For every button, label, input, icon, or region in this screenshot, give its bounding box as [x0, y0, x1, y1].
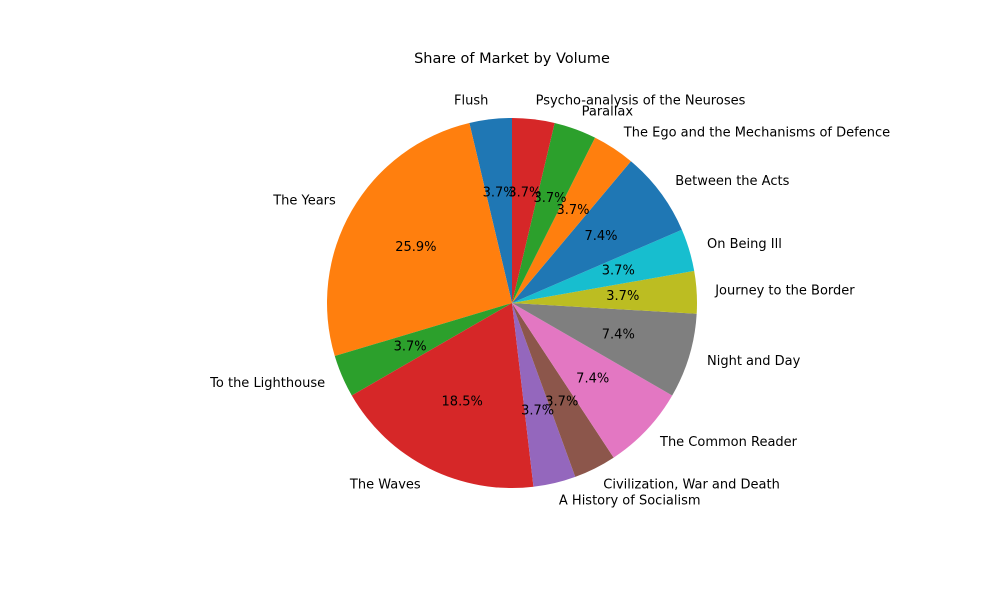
slice-percent-label: 3.7%	[533, 191, 566, 206]
slice-label: Psycho-analysis of the Neuroses	[536, 93, 746, 108]
slice-label: A History of Socialism	[559, 494, 701, 509]
slice-label: Civilization, War and Death	[603, 477, 780, 492]
slice-label: Night and Day	[707, 354, 801, 369]
slice-percent-label: 3.7%	[521, 404, 554, 419]
pie-slice-flush	[469, 118, 512, 303]
pie-slice-night-and-day	[512, 303, 697, 396]
slice-label: Between the Acts	[675, 174, 789, 189]
slice-percent-label: 3.7%	[606, 289, 639, 304]
pie-slice-the-ego-and-the-mechanisms-of-defence	[512, 137, 631, 303]
pie-slice-journey-to-the-border	[512, 270, 698, 314]
pie-slice-to-the-lighthouse	[334, 303, 512, 396]
slice-label: Parallax	[582, 104, 634, 119]
slice-label: The Common Reader	[659, 435, 798, 450]
slice-label: To the Lighthouse	[209, 376, 325, 391]
slice-percent-label: 7.4%	[576, 372, 609, 387]
slice-percent-label: 3.7%	[602, 264, 635, 279]
pie-slice-parallax	[512, 122, 596, 304]
slice-percent-label: 3.7%	[483, 185, 516, 200]
slice-label: Journey to the Border	[714, 284, 855, 299]
slice-percent-label: 25.9%	[395, 240, 436, 255]
slice-label: The Years	[272, 194, 336, 209]
pie-slice-the-years	[326, 122, 512, 357]
pie-labels: Flush 3.7% The Years 25.9% To the Lighthouse…	[209, 93, 890, 508]
slice-label: On Being Ill	[707, 237, 782, 252]
slice-percent-label: 7.4%	[584, 229, 617, 244]
slice-percent-label: 18.5%	[442, 395, 483, 410]
slice-percent-label: 3.7%	[556, 203, 589, 218]
pie-slice-on-being-ill	[512, 229, 695, 303]
slice-label: The Ego and the Mechanisms of Defence	[623, 126, 890, 141]
pie-slices	[326, 118, 698, 489]
pie-slice-a-history-of-socialism	[512, 303, 576, 487]
slice-percent-label: 3.7%	[394, 340, 427, 355]
slice-percent-label: 3.7%	[545, 395, 578, 410]
pie-slice-the-waves	[351, 303, 534, 489]
pie-slice-the-common-reader	[512, 303, 673, 458]
chart-title: Share of Market by Volume	[414, 51, 610, 67]
pie-slice-civilization-war-and-death	[512, 303, 614, 477]
pie-slice-between-the-acts	[512, 161, 682, 303]
slice-label: Flush	[454, 93, 488, 108]
slice-percent-label: 3.7%	[508, 185, 541, 200]
slice-label: The Waves	[349, 477, 421, 492]
slice-percent-label: 7.4%	[602, 327, 635, 342]
pie-slice-psycho-analysis-of-the-neuroses	[512, 118, 555, 303]
